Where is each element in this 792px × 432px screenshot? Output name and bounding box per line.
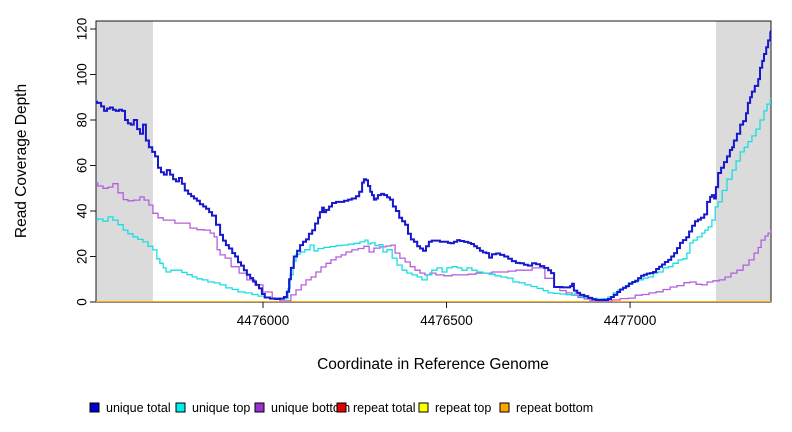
legend-swatch-unique-total bbox=[89, 402, 100, 413]
y-axis-title: Read Coverage Depth bbox=[13, 84, 30, 238]
legend-label-repeat-total: repeat total bbox=[353, 401, 416, 415]
chart-legend: unique total unique top unique bottom repea… bbox=[89, 401, 593, 415]
axis-ticks-layer: 0 20 40 60 80 100 120 4476000 4476500 4477000 bbox=[75, 18, 657, 328]
y-tick-label: 40 bbox=[75, 203, 90, 218]
series-lines-layer bbox=[96, 30, 771, 302]
x-tick-label: 4476000 bbox=[237, 313, 290, 328]
legend-item-repeat-total: repeat total bbox=[336, 401, 416, 415]
y-tick-label: 0 bbox=[75, 298, 90, 306]
legend-label-unique-bottom: unique bottom bbox=[271, 401, 350, 415]
legend-label-unique-total: unique total bbox=[106, 401, 171, 415]
legend-label-repeat-bottom: repeat bottom bbox=[516, 401, 593, 415]
y-tick-label: 100 bbox=[75, 63, 90, 86]
series-line-unique-total bbox=[96, 30, 771, 301]
legend-swatch-repeat-top bbox=[418, 402, 429, 413]
legend-swatch-repeat-bottom bbox=[499, 402, 510, 413]
legend-item-unique-top: unique top bbox=[175, 401, 250, 415]
series-line-unique-bottom bbox=[96, 182, 771, 302]
y-tick-label: 20 bbox=[75, 249, 90, 264]
y-tick-label: 80 bbox=[75, 112, 90, 127]
repeat-region-shade bbox=[96, 21, 153, 302]
legend-item-unique-bottom: unique bottom bbox=[254, 401, 350, 415]
x-axis-title: Coordinate in Reference Genome bbox=[317, 356, 549, 373]
legend-label-repeat-top: repeat top bbox=[435, 401, 491, 415]
y-tick-label: 120 bbox=[75, 18, 90, 41]
legend-swatch-repeat-total bbox=[336, 402, 347, 413]
legend-swatch-unique-bottom bbox=[254, 402, 265, 413]
legend-swatch-unique-top bbox=[175, 402, 186, 413]
legend-label-unique-top: unique top bbox=[192, 401, 250, 415]
legend-item-unique-total: unique total bbox=[89, 401, 171, 415]
legend-item-repeat-top: repeat top bbox=[418, 401, 491, 415]
legend-item-repeat-bottom: repeat bottom bbox=[499, 401, 593, 415]
y-tick-label: 60 bbox=[75, 158, 90, 173]
series-line-unique-top bbox=[96, 98, 771, 300]
x-tick-label: 4477000 bbox=[604, 313, 657, 328]
x-tick-label: 4476500 bbox=[420, 313, 473, 328]
